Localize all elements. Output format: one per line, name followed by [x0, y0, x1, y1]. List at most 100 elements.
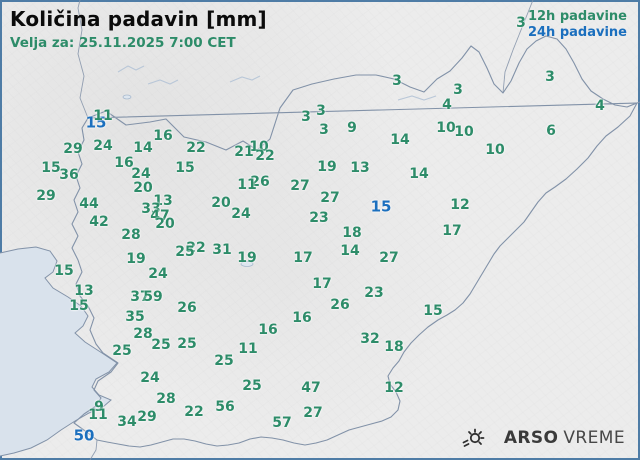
legend-24h-label: 24h padavine: [527, 25, 627, 41]
station-value-12h: 23: [364, 285, 384, 301]
station-value-12h: 20: [155, 216, 175, 232]
station-value-12h: 4: [595, 98, 605, 114]
station-value-12h: 35: [125, 309, 145, 325]
footer-brand: ARSO VREME: [460, 425, 625, 451]
station-value-12h: 19: [126, 251, 146, 267]
station-value-12h: 25: [112, 343, 132, 359]
station-value-12h: 11: [238, 341, 258, 357]
coastline: [0, 246, 118, 457]
station-value-12h: 25: [177, 336, 197, 352]
station-value-12h: 24: [231, 206, 251, 222]
station-value-12h: 23: [309, 210, 329, 226]
station-value-12h: 17: [442, 223, 462, 239]
station-value-12h: 16: [114, 155, 134, 171]
station-value-12h: 15: [69, 298, 89, 314]
station-value-12h: 22: [186, 240, 206, 256]
lake-cerknica: [240, 261, 254, 267]
station-value-12h: 27: [320, 190, 340, 206]
station-value-12h: 14: [390, 132, 410, 148]
valid-time-label: Velja za: 25.11.2025 7:00 CET: [10, 35, 236, 51]
station-value-12h: 15: [175, 160, 195, 176]
page-title: Količina padavin [mm]: [10, 7, 267, 31]
station-value-12h: 29: [63, 141, 83, 157]
station-value-12h: 6: [546, 123, 556, 139]
station-value-12h: 29: [36, 188, 56, 204]
station-value-12h: 24: [131, 166, 151, 182]
station-value-12h: 26: [330, 297, 350, 313]
station-value-12h: 4: [442, 97, 452, 113]
station-value-12h: 20: [211, 195, 231, 211]
station-value-12h: 22: [255, 148, 275, 164]
station-value-12h: 27: [290, 178, 310, 194]
station-value-12h: 10: [436, 120, 456, 136]
station-value-12h: 16: [292, 310, 312, 326]
station-value-12h: 15: [423, 303, 443, 319]
lake-bohinj: [122, 94, 132, 100]
station-value-12h: 37: [130, 289, 150, 305]
station-value-12h: 17: [293, 250, 313, 266]
river-lines: [117, 65, 437, 101]
station-value-12h: 9: [94, 399, 104, 415]
station-value-24h: 15: [85, 113, 107, 132]
legend-12h-label: 12h padavine: [527, 9, 627, 24]
station-value-12h: 25: [214, 353, 234, 369]
station-value-12h: 25: [175, 244, 195, 260]
station-value-12h: 12: [450, 197, 470, 213]
station-value-12h: 24: [148, 266, 168, 282]
station-value-12h: 20: [133, 180, 153, 196]
station-value-12h: 3: [316, 103, 326, 119]
station-value-12h: 14: [133, 140, 153, 156]
brand-text: ARSO VREME: [504, 428, 625, 448]
station-value-12h: 47: [301, 380, 321, 396]
country-border: [71, 35, 640, 448]
station-value-12h: 10: [454, 124, 474, 140]
station-value-12h: 25: [151, 337, 171, 353]
map-header: Količina padavin [mm] Velja za: 25.11.20…: [10, 7, 267, 51]
sea-area: [0, 247, 117, 456]
station-value-12h: 22: [184, 404, 204, 420]
station-value-12h: 24: [93, 138, 113, 154]
station-value-12h: 21: [234, 144, 254, 160]
station-value-12h: 16: [258, 322, 278, 338]
station-value-12h: 3: [545, 69, 555, 85]
station-value-12h: 28: [156, 391, 176, 407]
station-value-12h: 25: [242, 378, 262, 394]
station-value-12h: 3: [392, 73, 402, 89]
station-value-12h: 42: [89, 214, 109, 230]
station-value-12h: 26: [177, 300, 197, 316]
station-value-12h: 19: [317, 159, 337, 175]
station-value-12h: 27: [303, 405, 323, 421]
station-value-12h: 13: [153, 193, 173, 209]
station-value-12h: 18: [384, 339, 404, 355]
station-value-12h: 19: [237, 250, 257, 266]
station-value-12h: 18: [342, 225, 362, 241]
station-value-24h: 15: [370, 197, 392, 216]
station-value-12h: 3: [453, 82, 463, 98]
station-value-12h: 27: [379, 250, 399, 266]
station-value-12h: 24: [140, 370, 160, 386]
neighbor-borders: [77, 0, 534, 460]
station-value-12h: 57: [272, 415, 292, 431]
station-value-12h: 11: [237, 177, 257, 193]
station-value-12h: 36: [59, 167, 79, 183]
brand-vreme: VREME: [563, 428, 625, 448]
station-value-24h: 50: [73, 426, 95, 445]
station-value-12h: 28: [133, 326, 153, 342]
station-value-12h: 10: [249, 139, 269, 155]
station-value-12h: 31: [212, 242, 232, 258]
station-value-12h: 15: [41, 160, 61, 176]
station-value-12h: 3: [516, 15, 526, 31]
legend: 12h padavine 24h padavine: [528, 9, 627, 42]
station-value-12h: 3: [301, 109, 311, 125]
station-value-12h: 15: [54, 263, 74, 279]
station-value-12h: 59: [143, 289, 163, 305]
brand-arso: ARSO: [503, 428, 559, 448]
station-value-12h: 14: [340, 243, 360, 259]
station-value-12h: 29: [137, 409, 157, 425]
station-value-12h: 47: [150, 208, 170, 224]
station-value-12h: 10: [485, 142, 505, 158]
station-value-12h: 3: [319, 122, 329, 138]
